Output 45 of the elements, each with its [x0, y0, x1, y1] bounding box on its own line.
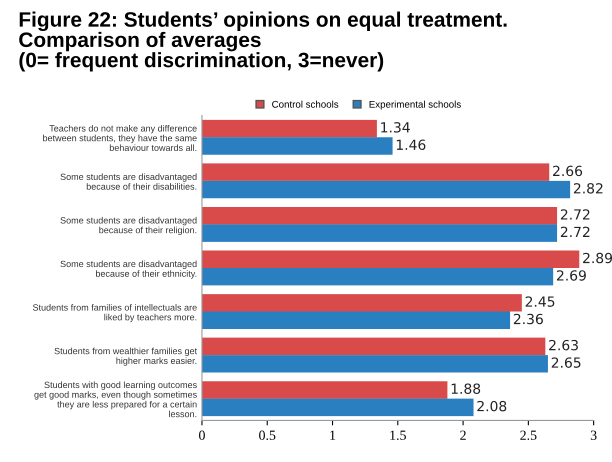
bar [202, 224, 558, 242]
bar [202, 294, 522, 312]
bar [202, 381, 448, 399]
data-label: 2.69 [556, 270, 586, 281]
data-label: 1.34 [381, 122, 410, 133]
bar [202, 250, 580, 268]
x-tick-label: 1.5 [390, 430, 406, 440]
y-tick-label: Students from families of intellectuals are liked by teachers more. [32, 304, 197, 322]
x-tick-label: 0.5 [259, 430, 276, 440]
bar [202, 312, 510, 329]
x-tick-label: 1 [330, 430, 336, 440]
data-label: 2.82 [574, 183, 602, 194]
data-label: 2.45 [526, 296, 554, 307]
x-tick-label: 0 [199, 430, 205, 440]
bar [202, 398, 474, 416]
legend-label: Experimental schools [370, 100, 461, 110]
data-label: 2.65 [552, 357, 580, 368]
bar [202, 120, 377, 138]
bar [202, 180, 570, 198]
bar [202, 206, 558, 224]
chart-title: Figure 22: Students’ opinions on equal treatment. Comparison of averages (0= frequent discrimination, 3=never) [19, 12, 507, 72]
y-tick-label: Some students are disadvantaged because of their ethnicity. [60, 260, 197, 279]
data-label: 2.89 [583, 252, 612, 264]
y-tick-label: Some students are disadvantaged because of their disabilities. [60, 173, 197, 190]
x-tick-label: 3 [590, 430, 597, 440]
bar [202, 163, 550, 181]
data-label: 2.66 [553, 166, 582, 176]
bar [202, 137, 393, 155]
data-label: 1.88 [452, 383, 480, 394]
data-label: 2.08 [477, 400, 506, 412]
data-label: 2.63 [549, 340, 578, 350]
y-tick-label: Students from wealthier families get higher marks easier. [54, 348, 198, 366]
bar [202, 338, 546, 356]
data-label: 1.46 [396, 140, 426, 150]
y-tick-label: Students with good learning outcomes get good marks, even though sometimes they are less prepared for a certain lesson. [34, 381, 197, 418]
y-tick-label: Some students are disadvantaged because of their religion. [60, 216, 197, 236]
bar [202, 355, 548, 373]
y-tick-label: Teachers do not make any difference between students, they have the same behaviour towards all. [43, 124, 197, 152]
data-label: 2.72 [560, 209, 590, 220]
data-label: 2.36 [514, 314, 543, 324]
data-label: 2.72 [560, 226, 590, 237]
x-tick-label: 2.5 [520, 430, 536, 440]
bar [202, 268, 554, 286]
x-tick-label: 2 [460, 430, 466, 440]
legend-label: Control schools [272, 100, 338, 108]
